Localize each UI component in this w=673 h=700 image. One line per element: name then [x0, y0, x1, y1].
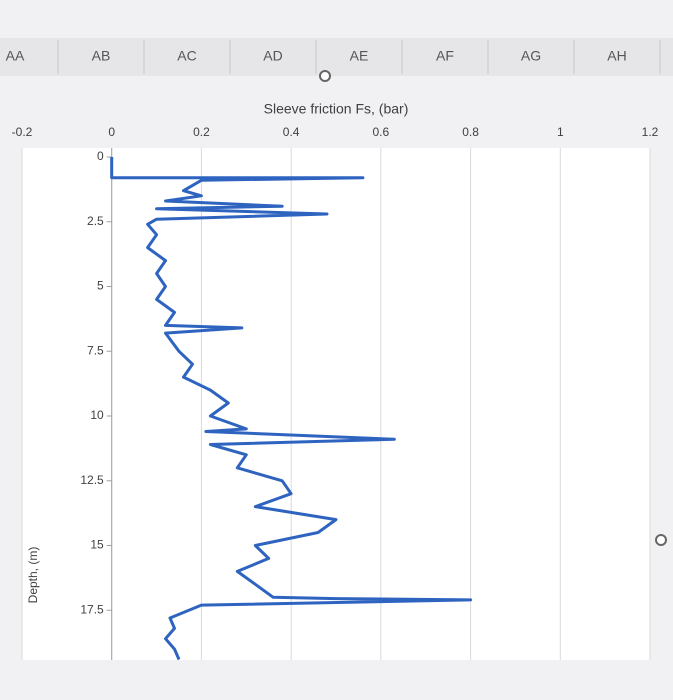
column-header: AA	[6, 48, 25, 64]
y-axis-label: Depth, (m)	[26, 547, 40, 604]
column-header: AD	[263, 48, 282, 64]
data-line	[110, 157, 473, 661]
column-header-bar	[0, 38, 673, 76]
column-header: AF	[436, 48, 454, 64]
column-header: AC	[177, 48, 196, 64]
x-tick-label: 1	[557, 125, 564, 139]
column-header: AE	[350, 48, 369, 64]
plot-area	[22, 148, 650, 660]
x-tick-label: 0.2	[193, 125, 210, 139]
resize-handle[interactable]	[655, 534, 667, 546]
y-tick-label: 2.5	[87, 214, 104, 228]
x-tick-label: 0	[108, 125, 115, 139]
resize-handle[interactable]	[319, 70, 331, 82]
x-tick-label: 0.4	[283, 125, 300, 139]
x-tick-label: 1.2	[642, 125, 659, 139]
y-tick-label: 7.5	[87, 343, 104, 357]
y-tick-label: 10	[90, 408, 104, 422]
x-tick-label: 0.8	[462, 125, 479, 139]
y-tick-label: 15	[90, 538, 104, 552]
column-header: AB	[92, 48, 111, 64]
y-tick-label: 0	[97, 149, 104, 163]
y-tick-label: 17.5	[80, 602, 104, 616]
column-header: AG	[521, 48, 541, 64]
y-tick-label: 12.5	[80, 473, 104, 487]
x-tick-label: -0.2	[12, 125, 33, 139]
column-headers: AA AB AC AD AE AF AG AH	[6, 40, 661, 74]
chart-title: Sleeve friction Fs, (bar)	[264, 101, 409, 117]
x-tick-label: 0.6	[373, 125, 390, 139]
column-header: AH	[607, 48, 626, 64]
y-tick-label: 5	[97, 279, 104, 293]
